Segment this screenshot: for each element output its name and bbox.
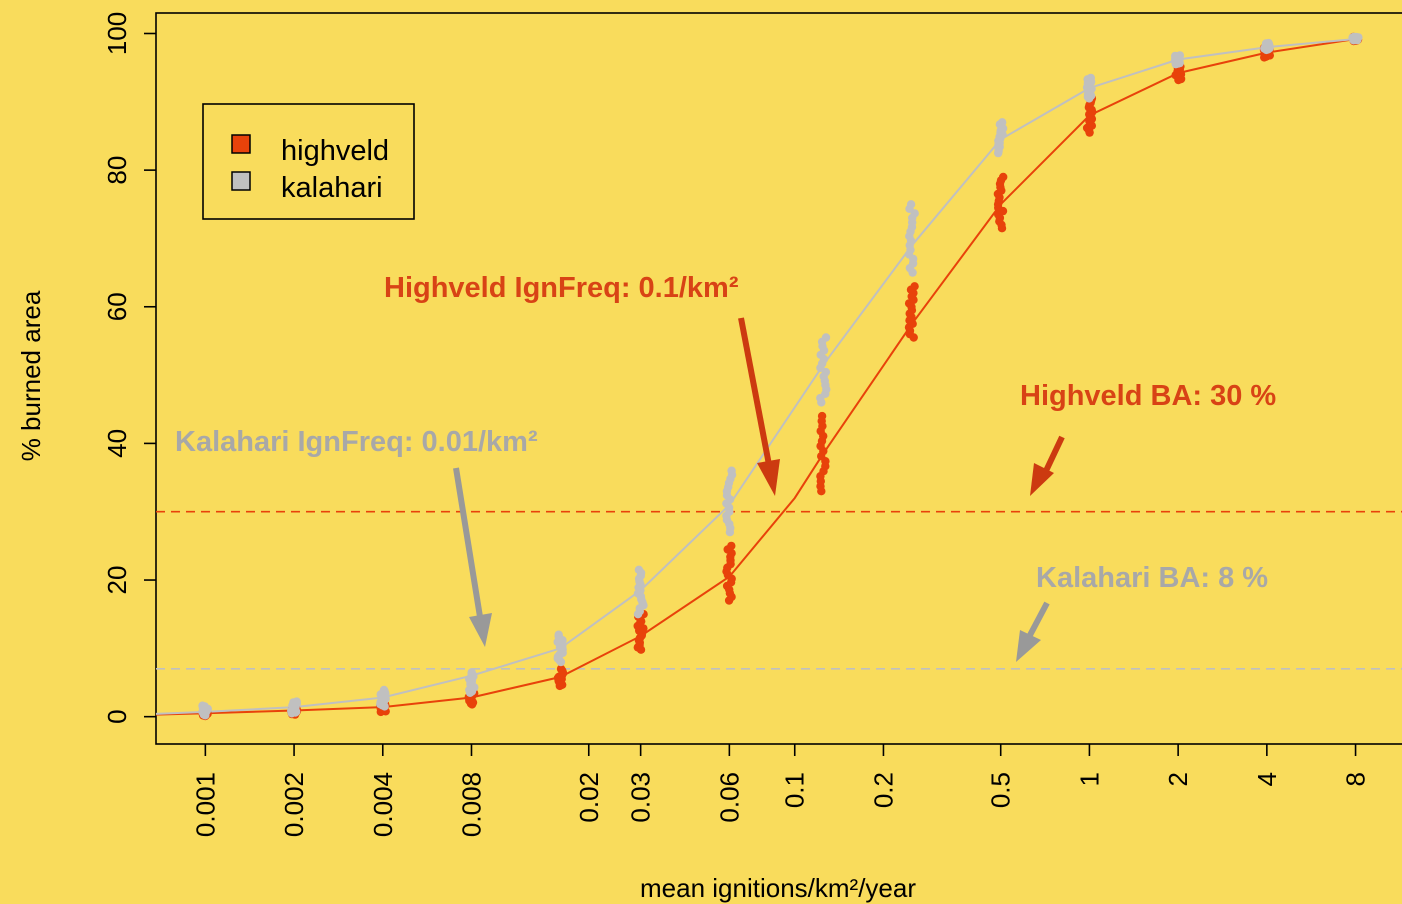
x-tick-label-8: 0.2 [868,772,898,808]
point-highveld-7-15 [817,411,827,421]
x-tick-label-5: 0.03 [626,772,656,823]
x-tick-label-10: 1 [1074,772,1104,786]
x-tick-label-7: 0.1 [780,772,810,808]
highveld-ba-arrowhead [1030,463,1054,496]
point-kalahari-1-15 [292,697,301,706]
x-tick-label-0: 0.001 [190,772,220,837]
kalahari-ignfreq-arrow [453,467,484,624]
point-kalahari-11-15 [1175,51,1185,60]
y-tick-label-3: 60 [102,292,132,321]
point-kalahari-2-15 [379,685,389,695]
y-axis-label: % burned area [16,290,46,461]
kalahari-ba-annotation: Kalahari BA: 8 % [1036,562,1268,594]
point-kalahari-3-15 [467,668,476,677]
plot-frame [155,12,1402,745]
legend: highveld kalahari [202,103,415,220]
point-kalahari-10-15 [1086,73,1096,83]
point-kalahari-12-15 [1264,38,1273,48]
kalahari-ba-arrow [1026,601,1050,639]
point-kalahari-0-15 [198,701,207,710]
legend-swatch-highveld [231,134,251,154]
legend-label-kalahari: kalahari [281,172,383,204]
x-tick-label-1: 0.002 [279,772,309,837]
highveld-ignfreq-arrowhead [757,459,780,496]
y-tick-label-4: 80 [102,156,132,185]
point-kalahari-5-15 [634,565,644,574]
point-kalahari-8-15 [906,200,916,209]
legend-swatch-kalahari [231,171,251,191]
highveld-ba-arrow [1042,435,1065,475]
kalahari-ignfreq-arrowhead [469,613,492,647]
x-tick-label-12: 4 [1252,772,1282,786]
point-highveld-9-15 [999,172,1008,182]
y-tick-label-5: 100 [102,12,132,55]
highveld-ba-annotation: Highveld BA: 30 % [1020,380,1276,412]
kalahari-ignfreq-annotation: Kalahari IgnFreq: 0.01/km² [175,426,538,458]
x-tick-label-4: 0.02 [574,772,604,823]
point-highveld-6-15 [727,541,736,551]
x-tick-label-9: 0.5 [986,772,1016,808]
legend-box [202,103,415,220]
x-tick-label-6: 0.06 [714,772,744,823]
point-highveld-8-15 [910,282,919,291]
highveld-ignfreq-arrow [738,317,773,471]
x-tick-label-13: 8 [1341,772,1371,786]
legend-label-highveld: highveld [281,135,389,167]
point-kalahari-7-15 [821,333,831,342]
x-tick-label-11: 2 [1163,772,1193,786]
kalahari-ba-arrowhead [1016,630,1041,662]
x-tick-label-3: 0.008 [456,772,486,837]
highveld-ignfreq-annotation: Highveld IgnFreq: 0.1/km² [384,272,739,304]
point-highveld-4-15 [556,664,566,674]
curve-highveld [155,38,1356,716]
point-kalahari-13-15 [1349,32,1359,42]
x-tick-label-2: 0.004 [368,772,398,837]
y-tick-label-2: 40 [102,429,132,458]
point-kalahari-9-15 [998,118,1007,127]
x-axis-label: mean ignitions/km²/year [640,873,916,903]
point-kalahari-4-15 [554,630,563,639]
point-kalahari-6-15 [727,466,736,475]
y-tick-label-0: 0 [102,709,132,723]
y-tick-label-1: 20 [102,566,132,595]
